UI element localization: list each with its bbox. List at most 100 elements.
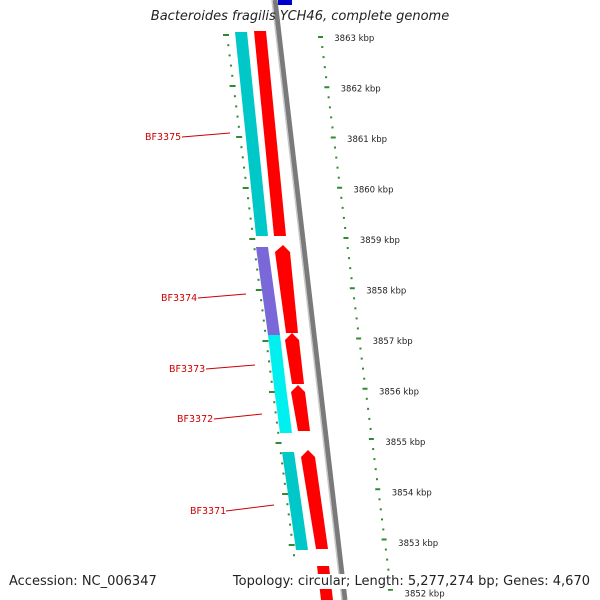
right-tick-mark — [361, 367, 364, 370]
right-tick-mark — [374, 468, 377, 471]
right-tick-mark — [325, 76, 328, 79]
left-tick-mark — [262, 319, 265, 322]
left-tick-mark — [229, 85, 236, 87]
scale-label: 3852 kbp — [405, 590, 445, 600]
gene-bar-bf3371[interactable] — [282, 452, 308, 550]
forward-feature-3[interactable] — [285, 333, 304, 384]
left-tick-mark — [249, 238, 256, 240]
top-strand-marker — [278, 0, 292, 5]
left-tick-mark — [233, 95, 236, 98]
genome-axis — [272, 0, 348, 600]
scale-label: 3854 kbp — [392, 489, 432, 499]
scale-label: 3863 kbp — [334, 34, 374, 44]
left-tick-mark — [229, 64, 232, 67]
bf3374-leader-line — [197, 293, 247, 299]
forward-feature-2[interactable] — [275, 245, 298, 333]
left-tick-mark — [275, 442, 282, 444]
right-tick-mark — [336, 166, 339, 169]
accession-text: Accession: NC_006347 — [8, 574, 158, 589]
left-tick-mark — [231, 74, 234, 77]
right-tick-mark — [363, 377, 366, 380]
left-tick-mark — [279, 452, 282, 455]
map-title: Bacteroides fragilis YCH46, complete gen… — [150, 9, 450, 24]
right-tick-mark — [343, 237, 349, 239]
right-tick-mark — [324, 86, 330, 89]
left-tick-mark — [253, 248, 256, 251]
forward-feature-1[interactable] — [254, 31, 286, 236]
right-tick-mark — [375, 488, 381, 491]
genome-summary-text: Topology: circular; Length: 5,277,274 bp… — [231, 574, 591, 589]
right-tick-mark — [322, 56, 325, 59]
left-tick-mark — [266, 350, 269, 353]
right-tick-mark — [350, 277, 353, 280]
left-tick-mark — [282, 493, 289, 495]
right-tick-mark — [344, 226, 347, 229]
bf3373-leader-line — [205, 364, 256, 370]
scale-label: 3858 kbp — [366, 287, 406, 297]
gene-bar-bf3372[interactable] — [274, 387, 292, 433]
left-tick-mark — [270, 380, 273, 383]
left-tick-mark — [260, 299, 263, 302]
right-tick-mark — [330, 116, 333, 119]
scale-labels: 3863 kbp 3862 kbp 3861 kbp 3860 kbp 3859 kbp… — [334, 34, 444, 600]
left-tick-mark — [244, 176, 247, 179]
bf3375-leader-line — [181, 132, 231, 138]
gene-label-bf3374[interactable]: BF3374 — [161, 293, 197, 304]
left-tick-mark — [236, 115, 239, 118]
right-tick-mark — [379, 508, 382, 511]
left-tick-mark — [241, 156, 244, 159]
scale-label: 3862 kbp — [341, 85, 381, 95]
left-tick-mark — [262, 340, 269, 342]
left-tick-mark — [283, 482, 286, 485]
left-tick-mark — [235, 105, 238, 108]
gene-bar-bf3373[interactable] — [268, 335, 286, 387]
right-tick-mark — [353, 297, 356, 300]
right-tick-mark — [387, 568, 390, 571]
right-tick-mark — [368, 438, 374, 440]
left-tick-mark — [250, 227, 253, 230]
left-tick-mark — [236, 136, 243, 138]
right-tick-mark — [347, 257, 350, 260]
forward-feature-4[interactable] — [291, 385, 310, 431]
left-tick-mark — [268, 391, 275, 393]
right-tick-mark — [328, 106, 331, 109]
right-tick-mark — [372, 448, 375, 451]
forward-feature-5[interactable] — [301, 450, 328, 549]
left-tick-mark — [240, 146, 243, 149]
left-tick-mark — [281, 462, 284, 465]
right-tick-mark — [375, 478, 378, 481]
scale-label: 3861 kbp — [347, 135, 387, 145]
left-tick-mark — [277, 431, 280, 434]
gene-bar-bf3374[interactable] — [256, 247, 280, 335]
scale-label: 3856 kbp — [379, 388, 419, 398]
gene-label-bf3375[interactable]: BF3375 — [145, 132, 181, 143]
gene-label-bf3373[interactable]: BF3373 — [169, 364, 205, 375]
right-tick-mark — [337, 186, 343, 189]
right-tick-mark — [373, 458, 376, 461]
bf3372-leader-line — [213, 413, 263, 420]
left-tick-mark — [261, 309, 264, 312]
right-tick-mark — [367, 407, 370, 410]
right-tick-mark — [333, 146, 336, 149]
right-tick-mark — [369, 427, 372, 430]
left-tick-mark — [242, 187, 249, 189]
right-tick-mark — [368, 417, 371, 420]
right-tick-mark — [382, 528, 385, 531]
left-tick-mark — [256, 268, 259, 271]
left-tick-mark — [286, 503, 289, 506]
left-tick-mark — [274, 411, 277, 414]
right-tick-mark — [346, 247, 349, 250]
gene-label-bf3371[interactable]: BF3371 — [190, 506, 226, 517]
right-tick-mark — [384, 548, 387, 551]
left-tick-mark — [269, 370, 272, 373]
scale-label: 3860 kbp — [353, 186, 393, 196]
right-tick-mark — [381, 538, 387, 541]
right-tick-mark — [323, 66, 326, 69]
left-tick-mark — [268, 360, 271, 363]
right-tick-mark — [337, 176, 340, 179]
scale-label: 3855 kbp — [385, 438, 425, 448]
gene-label-bf3372[interactable]: BF3372 — [177, 414, 213, 425]
left-tick-mark — [257, 278, 260, 281]
gene-bar-bf3375[interactable] — [235, 32, 268, 236]
